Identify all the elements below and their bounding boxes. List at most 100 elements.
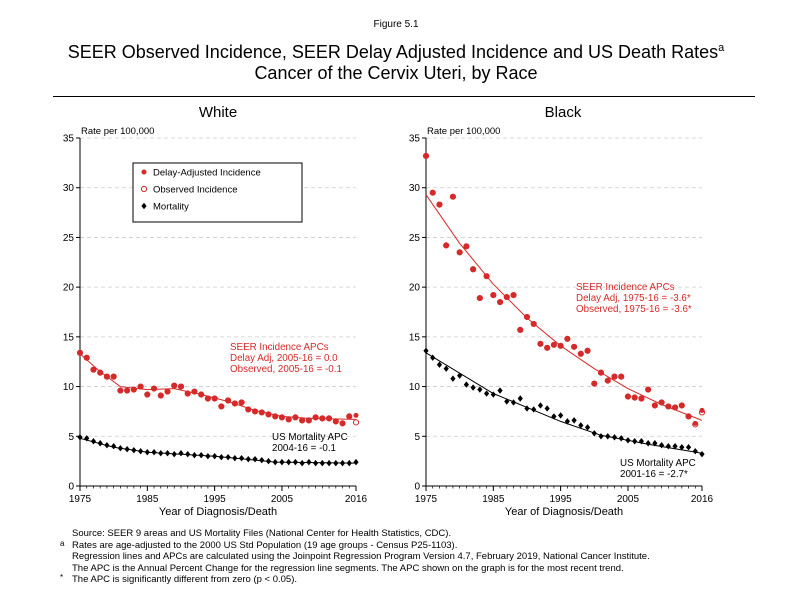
footnote-source: Source: SEER 9 areas and US Mortality Fi… <box>60 528 650 540</box>
mortality-point <box>306 458 312 466</box>
mortality-point <box>232 454 238 462</box>
delay-adjusted-point <box>171 383 177 389</box>
delay-adjusted-point <box>178 384 184 390</box>
delay-adjusted-point <box>490 292 496 298</box>
mortality-point <box>346 459 352 467</box>
delay-adjusted-point <box>443 242 449 248</box>
x-tick-label: 1985 <box>482 494 505 505</box>
mortality-point <box>238 454 245 462</box>
x-tick-label: 1975 <box>69 494 92 505</box>
mortality-point <box>326 459 332 467</box>
incidence-apc-annotation: Observed, 1975-16 = -3.6* <box>576 304 692 315</box>
footnote-joinpoint: Regression lines and APCs are calculated… <box>60 551 650 563</box>
delay-adjusted-point <box>286 416 292 422</box>
delay-adjusted-point <box>340 420 346 426</box>
mortality-point <box>632 438 638 445</box>
delay-adjusted-point <box>477 295 483 301</box>
legend-observed-marker <box>140 185 148 193</box>
mortality-point <box>443 365 449 372</box>
mortality-apc-annotation: US Mortality APC <box>272 432 348 443</box>
delay-adjusted-point <box>659 399 665 405</box>
mortality-point <box>510 399 517 406</box>
y-axis-label: Rate per 100,000 <box>81 126 154 137</box>
legend: Delay-Adjusted Incidence Observed Inciden… <box>132 162 303 223</box>
y-tick-label: 25 <box>409 233 421 244</box>
delay-adjusted-point <box>158 393 164 399</box>
y-tick-label: 0 <box>414 482 420 493</box>
mortality-point <box>252 455 258 463</box>
footnote-text: The APC is the Annual Percent Change for… <box>72 562 624 574</box>
delay-adjusted-point <box>665 403 671 409</box>
delay-adjusted-point <box>423 153 429 159</box>
mortality-point <box>333 459 339 467</box>
delay-adjusted-point <box>319 415 325 421</box>
incidence-apc-annotation: Delay Adj, 2005-16 = 0.0 <box>230 353 338 364</box>
delay-adjusted-point <box>191 389 197 395</box>
mortality-point <box>292 458 299 466</box>
delay-adjusted-point <box>151 386 157 392</box>
delay-adjusted-point <box>138 384 144 390</box>
mortality-point <box>212 452 218 460</box>
delay-adjusted-point <box>470 266 476 272</box>
legend-box <box>132 162 303 223</box>
delay-adjusted-point <box>645 387 651 393</box>
delay-adjusted-point <box>625 394 631 400</box>
mortality-point <box>591 430 597 437</box>
delay-adjusted-point <box>611 374 617 380</box>
delay-adjusted-point <box>692 420 698 426</box>
title-line-1: SEER Observed Incidence, SEER Delay Adju… <box>67 42 719 62</box>
delay-adjusted-point <box>457 249 463 255</box>
x-tick-label: 1995 <box>204 494 227 505</box>
footnotes: Source: SEER 9 areas and US Mortality Fi… <box>60 528 650 586</box>
delay-adjusted-point <box>652 402 658 408</box>
mortality-point <box>598 433 604 440</box>
delay-adjusted-point <box>205 396 211 402</box>
footnote-apc: The APC is the Annual Percent Change for… <box>60 563 650 575</box>
panel-title: White <box>199 104 237 121</box>
delay-adjusted-point <box>591 381 597 387</box>
observed-incidence-point <box>352 419 360 426</box>
mortality-point <box>111 443 117 450</box>
mortality-point <box>97 440 103 447</box>
y-tick-label: 10 <box>409 382 421 393</box>
mortality-point <box>225 453 231 461</box>
delay-adjusted-point <box>117 388 123 394</box>
legend-observed-label: Observed Incidence <box>153 185 238 196</box>
y-tick-label: 35 <box>63 134 75 145</box>
delay-adjusted-point <box>638 396 644 402</box>
delay-adjusted-point <box>252 408 258 414</box>
delay-adjusted-point <box>558 343 564 349</box>
delay-adjusted-point <box>537 341 543 347</box>
footnote-text: Source: SEER 9 areas and US Mortality Fi… <box>72 528 452 539</box>
delay-adjusted-point <box>313 414 319 420</box>
title-footnote-mark: a <box>718 42 725 54</box>
mortality-point <box>171 450 177 458</box>
delay-adjusted-point <box>218 403 224 409</box>
x-tick-label: 1995 <box>550 494 573 505</box>
delay-adjusted-point <box>618 374 624 380</box>
mortality-point <box>463 381 469 388</box>
x-tick-label: 2005 <box>617 494 640 505</box>
delay-adjusted-point <box>97 370 103 376</box>
mortality-point <box>504 398 510 405</box>
footnote-mark: a <box>60 538 65 548</box>
mortality-point <box>645 440 651 447</box>
mortality-point <box>490 391 496 398</box>
y-tick-label: 30 <box>409 183 421 194</box>
delay-adjusted-point <box>232 400 238 406</box>
delay-adjusted-point <box>463 243 469 249</box>
delay-adjusted-point <box>306 417 312 423</box>
mortality-point <box>531 406 537 413</box>
mortality-point <box>638 438 645 445</box>
mortality-point <box>477 386 483 393</box>
mortality-point <box>685 444 692 451</box>
mortality-point <box>353 458 359 466</box>
mortality-point <box>151 448 157 456</box>
x-tick-label: 2016 <box>691 494 714 505</box>
mortality-point <box>625 437 631 444</box>
y-tick-label: 20 <box>409 283 421 294</box>
y-tick-label: 0 <box>68 482 74 493</box>
mortality-point <box>457 372 463 379</box>
delay-adjusted-point <box>632 395 638 401</box>
mortality-point <box>436 361 443 368</box>
